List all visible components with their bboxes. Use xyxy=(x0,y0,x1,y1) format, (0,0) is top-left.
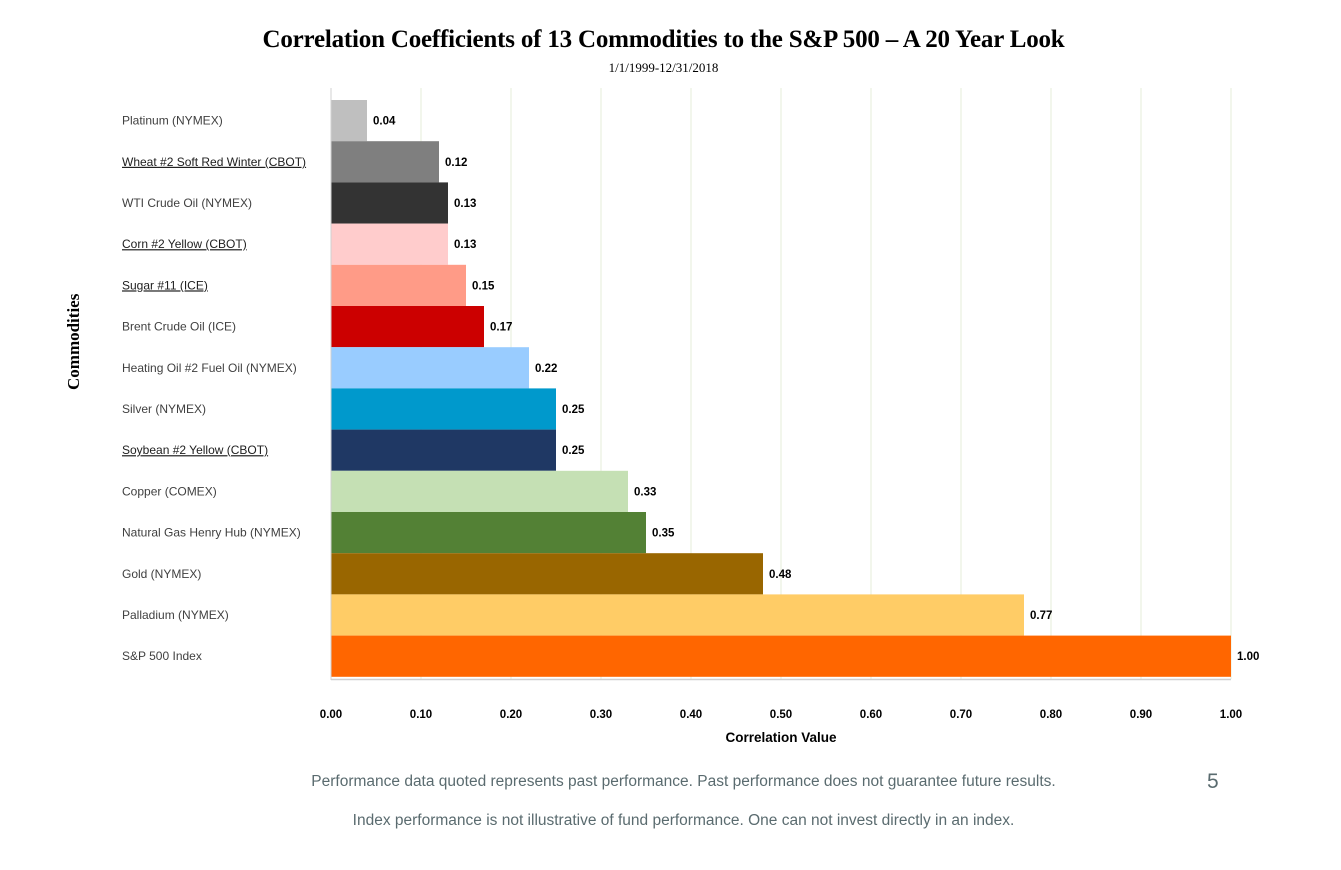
category-label: Gold (NYMEX) xyxy=(122,567,201,581)
chart-title: Correlation Coefficients of 13 Commoditi… xyxy=(262,26,1065,53)
x-tick-label: 0.40 xyxy=(680,709,702,721)
data-label: 0.13 xyxy=(454,239,476,251)
x-tick-labels: 0.00 0.10 0.20 0.30 0.40 0.50 0.60 0.70 0.80 0.90… xyxy=(320,709,1242,721)
category-label: Sugar #11 (ICE) xyxy=(122,278,208,292)
category-label: Platinum (NYMEX) xyxy=(122,114,223,128)
data-label: 0.12 xyxy=(445,157,467,169)
category-label: Soybean #2 Yellow (CBOT) xyxy=(122,443,268,457)
bar xyxy=(331,470,628,512)
category-label: S&P 500 Index xyxy=(122,649,202,663)
data-label: 0.13 xyxy=(454,198,476,210)
x-tick-label: 0.80 xyxy=(1040,709,1062,721)
bar xyxy=(331,347,529,389)
data-label: 0.35 xyxy=(652,528,675,540)
category-label: Copper (COMEX) xyxy=(122,484,217,498)
x-tick-label: 1.00 xyxy=(1220,709,1242,721)
bar xyxy=(331,429,556,471)
disclaimer-performance: Performance data quoted represents past … xyxy=(311,773,1056,790)
bars xyxy=(331,100,1231,677)
x-tick-label: 0.50 xyxy=(770,709,792,721)
value-labels: 0.04 0.12 0.13 0.13 0.15 0.17 0.22 0.25 0.25 0.33… xyxy=(373,116,1259,664)
bar xyxy=(331,306,484,348)
bar xyxy=(331,594,1024,636)
data-label: 0.04 xyxy=(373,116,396,128)
x-tick-label: 0.10 xyxy=(410,709,432,721)
category-label: Wheat #2 Soft Red Winter (CBOT) xyxy=(122,155,306,169)
category-label: Silver (NYMEX) xyxy=(122,402,206,416)
data-label: 0.33 xyxy=(634,486,656,498)
category-label: Natural Gas Henry Hub (NYMEX) xyxy=(122,526,301,540)
bar xyxy=(331,264,466,306)
bar xyxy=(331,388,556,430)
data-label: 0.77 xyxy=(1030,610,1052,622)
data-label: 0.15 xyxy=(472,280,495,292)
x-tick-label: 0.20 xyxy=(500,709,522,721)
bar xyxy=(331,141,439,183)
category-label: WTI Crude Oil (NYMEX) xyxy=(122,196,252,210)
bar xyxy=(331,512,646,554)
data-label: 0.25 xyxy=(562,445,585,457)
bar xyxy=(331,100,367,142)
data-label: 0.22 xyxy=(535,363,557,375)
data-label: 0.25 xyxy=(562,404,585,416)
data-label: 1.00 xyxy=(1237,651,1259,663)
data-label: 0.17 xyxy=(490,322,512,334)
x-tick-label: 0.90 xyxy=(1130,709,1152,721)
x-tick-label: 0.00 xyxy=(320,709,342,721)
bar xyxy=(331,182,448,224)
chart-subtitle: 1/1/1999-12/31/2018 xyxy=(608,60,719,75)
bar xyxy=(331,635,1231,677)
category-labels: Platinum (NYMEX) Wheat #2 Soft Red Winter… xyxy=(122,114,306,664)
category-label: Corn #2 Yellow (CBOT) xyxy=(122,237,247,251)
category-label: Palladium (NYMEX) xyxy=(122,608,229,622)
bar xyxy=(331,223,448,265)
category-label: Heating Oil #2 Fuel Oil (NYMEX) xyxy=(122,361,297,375)
disclaimer-index: Index performance is not illustrative of… xyxy=(352,812,1015,829)
x-tick-label: 0.70 xyxy=(950,709,972,721)
x-axis-label: Correlation Value xyxy=(725,730,837,745)
axes xyxy=(330,88,1231,681)
page-number: 5 xyxy=(1207,770,1219,793)
data-label: 0.48 xyxy=(769,569,792,581)
category-label: Brent Crude Oil (ICE) xyxy=(122,320,236,334)
x-tick-label: 0.30 xyxy=(590,709,612,721)
x-tick-label: 0.60 xyxy=(860,709,882,721)
bar xyxy=(331,553,763,595)
